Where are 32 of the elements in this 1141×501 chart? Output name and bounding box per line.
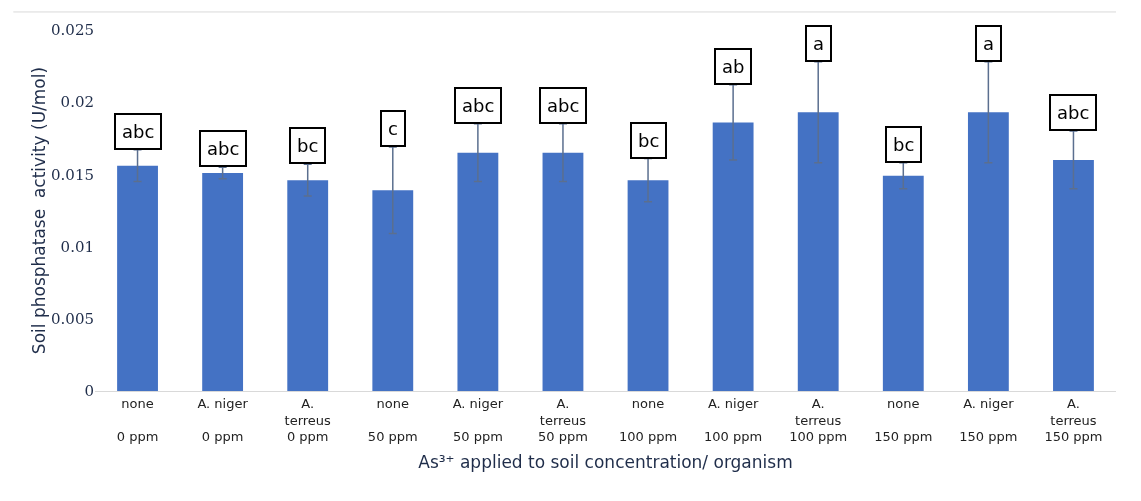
y-tick-label: 0.01	[60, 237, 94, 256]
annotation: a	[813, 33, 825, 54]
annotation: abc	[462, 95, 495, 116]
y-tick-label: 0.005	[51, 310, 94, 329]
annotation: abc	[207, 138, 240, 159]
annotation: bc	[893, 134, 915, 155]
y-tick-label: 0	[84, 382, 94, 401]
x-axis-title: As³⁺ applied to soil concentration/ organism	[418, 451, 793, 472]
x-tick-label: A. terreus 100 ppm	[789, 395, 848, 445]
annotation: a	[983, 33, 995, 54]
category-label: none 150 ppm	[874, 395, 933, 445]
y-tick-label: 0.015	[51, 165, 94, 184]
annotation: abc	[1057, 102, 1090, 123]
annotation: abc	[122, 121, 155, 142]
category-label: A. niger 50 ppm	[452, 395, 504, 445]
annotation: abc	[547, 95, 580, 116]
category-label: A. niger 150 ppm	[959, 395, 1018, 445]
category-label: none 0 ppm	[116, 395, 159, 445]
annotation: c	[388, 118, 398, 139]
category-label: A. niger 100 ppm	[704, 395, 763, 445]
annotation: ab	[722, 56, 745, 77]
annotation: bc	[297, 135, 319, 156]
x-tick-label: A. terreus 150 ppm	[1044, 395, 1103, 445]
y-tick-label: 0.025	[51, 21, 94, 40]
annotation: bc	[638, 130, 660, 151]
x-tick-label: A. terreus 0 ppm	[284, 395, 332, 445]
y-tick-label: 0.02	[60, 93, 94, 112]
category-label: none 100 ppm	[618, 395, 678, 445]
y-axis-title: Soil phosphatase activity (U/mol)	[29, 66, 50, 355]
x-tick-label: A. terreus 50 ppm	[538, 395, 588, 445]
category-label: A. niger 0 ppm	[197, 395, 248, 445]
category-label: none 50 ppm	[367, 395, 418, 445]
